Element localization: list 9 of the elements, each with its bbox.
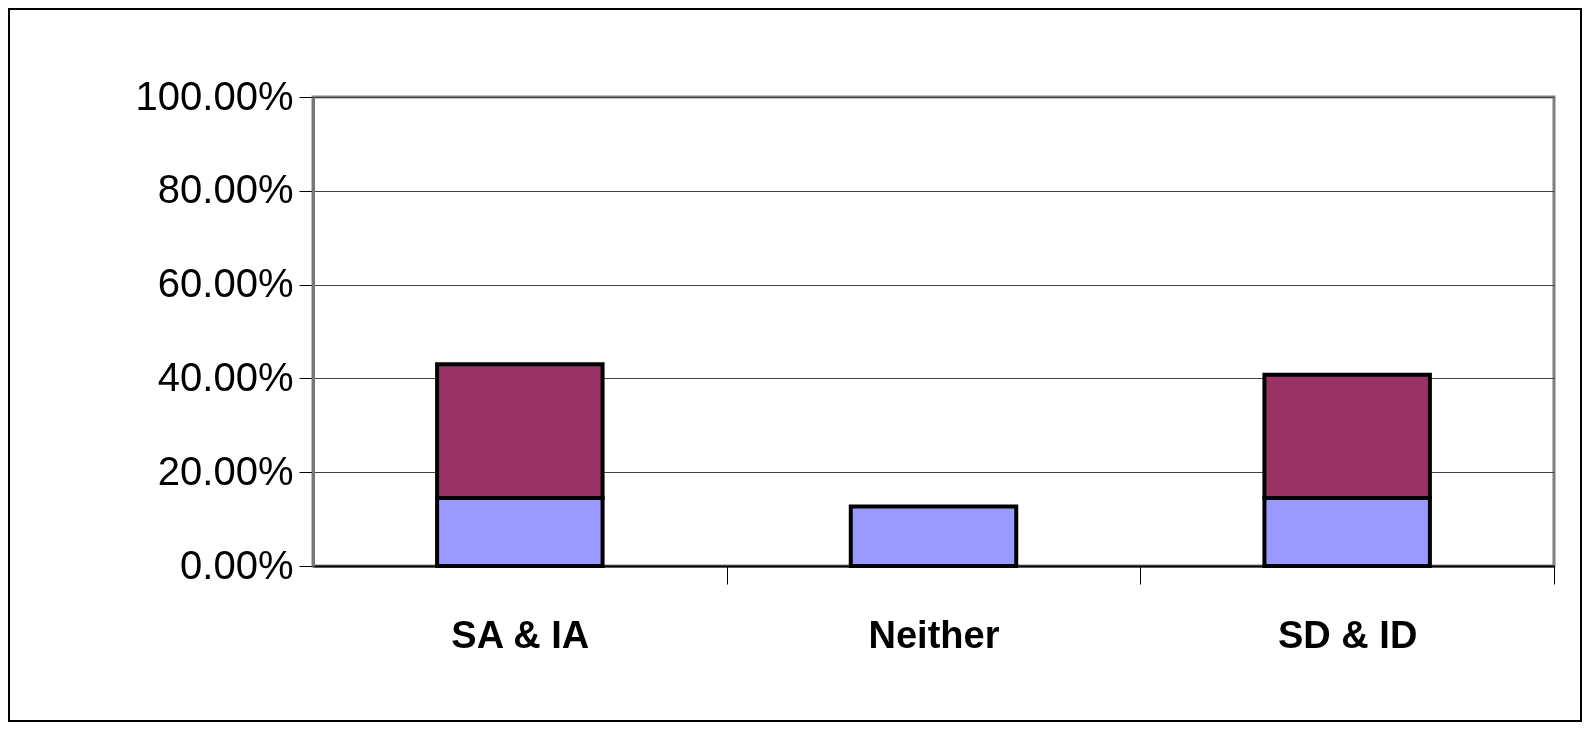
y-tick-label: 0.00% [180, 542, 294, 587]
x-tick-label: SD & ID [1277, 613, 1418, 656]
y-tick-label: 100.00% [135, 73, 294, 118]
y-tick-label: 20.00% [157, 448, 294, 493]
x-tick-label: SA & IA [451, 613, 590, 656]
y-tick-label: 80.00% [157, 167, 294, 212]
y-tick-label: 40.00% [157, 354, 294, 399]
y-tick-label: 60.00% [157, 261, 294, 306]
x-tick-label: Neither [868, 613, 1000, 656]
